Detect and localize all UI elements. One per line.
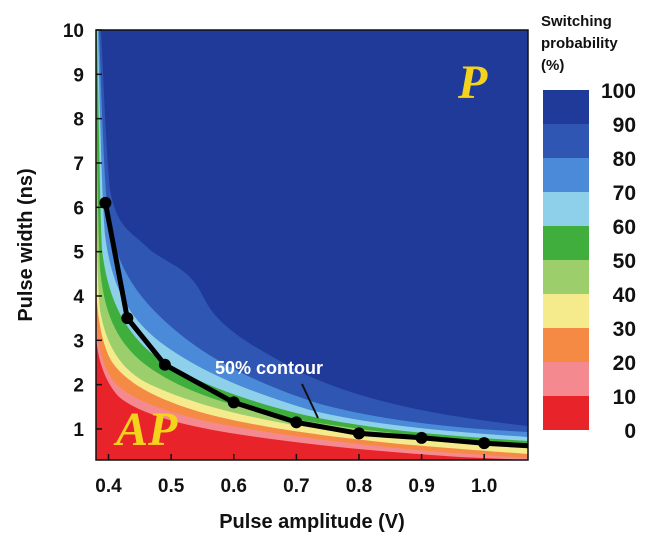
colorbar-level-label: 20 [613, 352, 636, 375]
colorbar-swatch [543, 124, 589, 158]
x-tick-label: 0.8 [346, 476, 372, 497]
contour-annotation: 50% contour [215, 358, 323, 378]
band-70-80 [96, 30, 528, 460]
colorbar-swatch [543, 294, 589, 328]
band-0-10 [96, 338, 528, 460]
colorbar-level-label: 30 [613, 318, 636, 341]
y-tick-label: 8 [73, 110, 84, 131]
x-tick-label: 0.6 [221, 476, 247, 497]
contour-50-point [158, 358, 171, 371]
colorbar-level-label: 90 [613, 114, 636, 137]
colorbar-level-label: 80 [613, 148, 636, 171]
contour-50-point [415, 431, 428, 444]
colorbar-title-line-3: (%) [541, 57, 564, 74]
y-tick-label: 2 [73, 376, 84, 397]
colorbar-swatch [543, 90, 589, 124]
y-axis-ticks: 1 2 3 4 5 6 7 8 9 10 [63, 21, 102, 441]
colorbar-title-line-2: probability [541, 35, 618, 52]
region-label-p: P [457, 56, 488, 109]
colorbar-swatch [543, 362, 589, 396]
x-axis-title: Pulse amplitude (V) [219, 511, 405, 533]
contour-line-group [99, 196, 529, 450]
colorbar-level-label: 0 [624, 420, 636, 443]
colorbar-swatch [543, 396, 589, 430]
contour-50-point [121, 312, 134, 325]
contour-50-point [352, 427, 365, 440]
colorbar-level-label: 60 [613, 216, 636, 239]
band-10-20 [96, 320, 528, 460]
band-20-30 [96, 290, 528, 460]
x-axis-ticks: 0.4 0.5 0.6 0.7 0.8 0.9 1.0 [95, 454, 497, 497]
contour-50-point [227, 396, 240, 409]
y-tick-label: 4 [73, 287, 84, 308]
y-tick-label: 10 [63, 21, 84, 42]
x-tick-label: 0.5 [158, 476, 185, 497]
contour-50-point [290, 416, 303, 429]
x-tick-label: 1.0 [471, 476, 497, 497]
x-tick-label: 0.4 [95, 476, 122, 497]
colorbar-level-label: 100 [601, 80, 636, 103]
y-tick-label: 3 [73, 331, 84, 352]
colorbar-level-label: 50 [613, 250, 636, 273]
x-tick-label: 0.9 [408, 476, 434, 497]
y-tick-label: 6 [73, 198, 84, 219]
contour-50-point [478, 437, 491, 450]
y-tick-label: 5 [73, 243, 84, 264]
colorbar-level-label: 40 [613, 284, 636, 307]
region-label-ap: AP [113, 403, 178, 456]
colorbar-swatch [543, 226, 589, 260]
y-tick-label: 7 [73, 154, 84, 175]
y-tick-label: 9 [73, 65, 84, 86]
colorbar-swatch [543, 192, 589, 226]
colorbar-level-label: 10 [613, 386, 636, 409]
colorbar-level-label: 70 [613, 182, 636, 205]
colorbar-swatch [543, 158, 589, 192]
x-tick-label: 0.7 [283, 476, 309, 497]
plot-area [96, 30, 528, 460]
contour-annotation-pointer [301, 383, 319, 419]
colorbar-swatch [543, 328, 589, 362]
y-axis-title: Pulse width (ns) [15, 168, 37, 321]
colorbar-title-line-1: Switching [541, 13, 612, 30]
y-tick-label: 1 [73, 420, 84, 441]
colorbar-swatch [543, 260, 589, 294]
plot-frame [95, 29, 529, 461]
contour-50-point [99, 196, 112, 209]
